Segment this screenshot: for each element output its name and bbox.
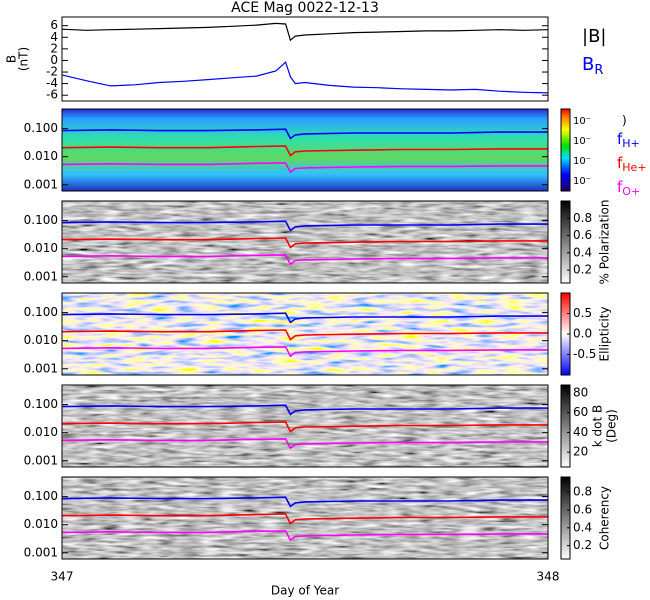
y-tick-label: 6 (50, 18, 58, 32)
plot-frame (61, 108, 549, 192)
legend-subscript: O+ (622, 185, 640, 198)
y-tick-label: 0.010 (24, 333, 58, 347)
y-tick-label: 0.010 (24, 425, 58, 439)
x-axis-label: Day of Year (271, 584, 339, 598)
colorbar-tick-label: 0.2 (573, 263, 592, 277)
colorbar-tick-label: 60 (573, 405, 588, 419)
colorbar-tick-label: 10⁻ (573, 136, 591, 147)
colorbar (560, 384, 571, 468)
legend-label: fH+ (617, 130, 640, 151)
y-tick-label: -2 (46, 65, 58, 79)
y-tick-label: 0.001 (24, 545, 58, 559)
colorbar-tick-label: 10⁻ (573, 176, 591, 187)
colorbar-title: Ellipticity (598, 307, 612, 362)
x-tick-label: 348 (537, 570, 560, 584)
legend-name: |B| (582, 26, 606, 47)
y-tick-label: 0.001 (24, 269, 58, 283)
y-tick-label: 0.100 (24, 121, 58, 135)
legend-label: fHe+ (617, 154, 647, 175)
colorbar-title: Coherency (598, 486, 612, 550)
colorbar-title: % Polarization (598, 200, 612, 285)
series-line (61, 530, 548, 542)
series-line (61, 404, 548, 416)
plot-frame (61, 200, 549, 284)
legend-subscript: He+ (622, 161, 646, 174)
y-tick-label: -6 (46, 88, 58, 102)
legend-label: fO+ (617, 178, 640, 199)
legend-name: f (617, 130, 623, 148)
y-tick-label: 0.010 (24, 149, 58, 163)
series-line (61, 61, 549, 94)
plot-frame (61, 292, 549, 376)
legend-subscript: R (594, 63, 603, 78)
y-tick-label: 0.001 (24, 361, 58, 375)
legend-label: BR (582, 54, 603, 78)
series-line (61, 312, 548, 324)
colorbar-tick-label: 0.4 (573, 520, 592, 534)
colorbar-tick-label: 0.6 (573, 502, 592, 516)
y-tick-label: 0.100 (24, 489, 58, 503)
series-line (61, 254, 548, 266)
series-line (61, 346, 548, 358)
colorbar-tick-label: 0.8 (573, 211, 592, 225)
y-tick-label: 4 (50, 30, 58, 44)
series-line (61, 496, 548, 508)
colorbar-tick-label: 0.0 (573, 327, 592, 341)
series-line (61, 145, 548, 157)
y-tick-label: 2 (50, 41, 58, 55)
series-line (61, 237, 548, 249)
series-line (61, 513, 548, 525)
plot-frame (61, 476, 549, 560)
colorbar (560, 200, 571, 284)
chart-title: ACE Mag 0022-12-13 (231, 0, 379, 16)
y-axis-units: (nT) (17, 47, 31, 71)
x-tick-label: 347 (51, 570, 74, 584)
colorbar (560, 108, 571, 192)
y-axis-label: B (5, 55, 19, 63)
colorbar-title: ) (622, 114, 627, 128)
colorbar-tick-label: 0.2 (573, 538, 592, 552)
colorbar-tick-label: 0.6 (573, 228, 592, 242)
y-tick-label: 0.001 (24, 453, 58, 467)
legend-name: f (617, 154, 623, 172)
series-line (61, 162, 548, 174)
colorbar-title: k dot B (591, 405, 605, 447)
colorbar-tick-label: 0.5 (573, 306, 592, 320)
series-line (61, 421, 548, 433)
y-tick-label: 0.100 (24, 305, 58, 319)
colorbar-tick-label: 0.4 (573, 245, 592, 259)
series-line (61, 438, 548, 450)
colorbar-tick-label: 20 (573, 445, 588, 459)
y-tick-label: 0.010 (24, 241, 58, 255)
y-tick-label: 0.001 (24, 177, 58, 191)
plot-frame (61, 16, 549, 102)
series-line (61, 128, 548, 140)
colorbar-tick-label: 40 (573, 425, 588, 439)
colorbar-tick-label: -0.5 (573, 347, 596, 361)
y-tick-label: 0.010 (24, 517, 58, 531)
legend-name: f (617, 178, 623, 196)
colorbar-tick-label: 80 (573, 385, 588, 399)
series-line (61, 329, 548, 341)
colorbar-tick-label: 10⁻ (573, 116, 591, 127)
legend-label: |B| (582, 26, 606, 47)
plot-frame (61, 384, 549, 468)
y-tick-label: 0.100 (24, 397, 58, 411)
colorbar-units: (Deg) (605, 409, 619, 443)
y-tick-label: 0 (50, 53, 58, 67)
colorbar-tick-label: 0.8 (573, 485, 592, 499)
colorbar-tick-label: 10⁻ (573, 156, 591, 167)
legend-name: B (582, 54, 594, 75)
y-tick-label: 0.100 (24, 213, 58, 227)
series-line (61, 220, 548, 232)
legend-subscript: H+ (622, 137, 640, 150)
y-tick-label: -4 (46, 76, 58, 90)
colorbar (560, 476, 571, 560)
series-line (61, 22, 549, 42)
